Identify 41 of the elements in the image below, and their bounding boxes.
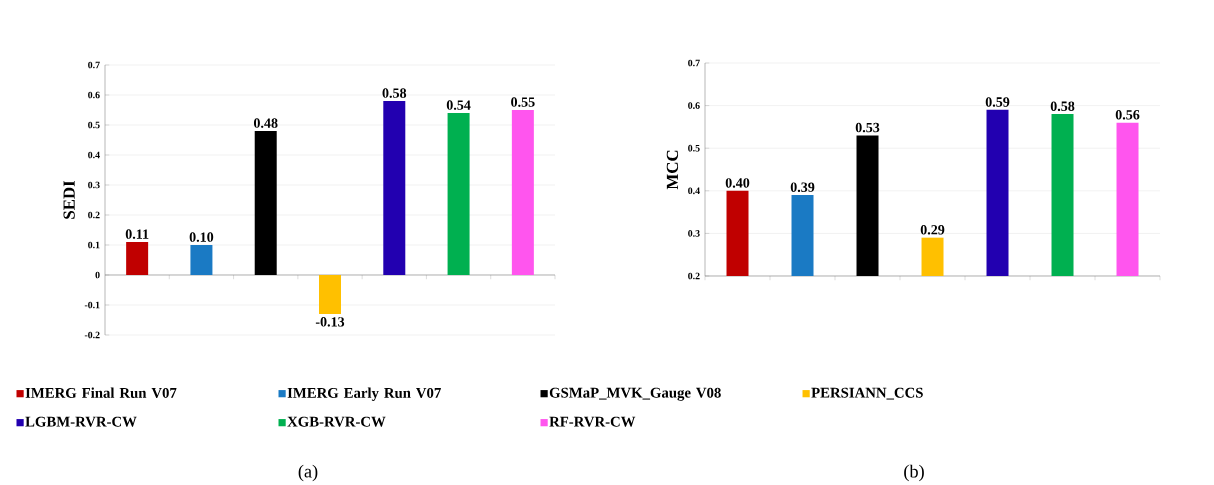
y-axis-title: SEDI	[63, 180, 75, 219]
legend-label: PERSIANN_CCS	[811, 387, 923, 400]
data-label: 0.53	[855, 122, 880, 133]
y-tick-label: 0.2	[688, 272, 700, 280]
y-tick-label: 0.4	[688, 187, 700, 195]
y-tick-label: 0	[95, 271, 100, 279]
legend-label: IMERG Early Run V07	[287, 387, 441, 401]
data-label: 0.55	[511, 97, 535, 107]
y-tick-label: 0.7	[88, 61, 100, 69]
legend-label: RF-RVR-CW	[549, 416, 636, 427]
y-tick-label: 0.7	[688, 59, 700, 67]
legend-label: GSMaP_MVK_Gauge V08	[549, 387, 721, 401]
data-label: -0.13	[315, 317, 345, 327]
data-label: 0.29	[920, 225, 945, 235]
data-label: 0.58	[382, 88, 407, 98]
data-label: 0.54	[446, 100, 471, 110]
legend-label: LGBM-RVR-CW	[25, 416, 137, 427]
y-tick-label: 0.5	[88, 121, 100, 129]
y-tick-label: 0.5	[688, 144, 700, 152]
data-label: 0.40	[725, 178, 750, 188]
legend-label: XGB-RVR-CW	[287, 416, 386, 427]
y-tick-label: 0.6	[688, 102, 700, 109]
y-tick-label: 0.4	[88, 151, 100, 159]
y-tick-label: 0.1	[88, 241, 100, 249]
data-label: 0.10	[189, 232, 214, 242]
y-tick-label: 0.3	[88, 181, 100, 189]
y-axis-title: MCC	[666, 150, 679, 190]
text: (a)	[298, 464, 318, 482]
y-tick-label: 0.2	[88, 211, 100, 219]
text: (b)	[904, 464, 924, 482]
y-tick-label: -0.2	[84, 331, 100, 339]
legend-label: IMERG Final Run V07	[25, 387, 177, 398]
data-label: 0.39	[790, 182, 815, 192]
data-label: 0.48	[253, 118, 278, 128]
data-label: 0.56	[1115, 110, 1140, 120]
data-label: 0.59	[985, 97, 1010, 107]
y-tick-label: 0.6	[88, 91, 100, 99]
data-label: 0.11	[125, 229, 149, 239]
y-tick-label: 0.3	[688, 230, 700, 237]
data-label: 0.58	[1050, 101, 1075, 112]
y-tick-label: -0.1	[84, 301, 100, 309]
